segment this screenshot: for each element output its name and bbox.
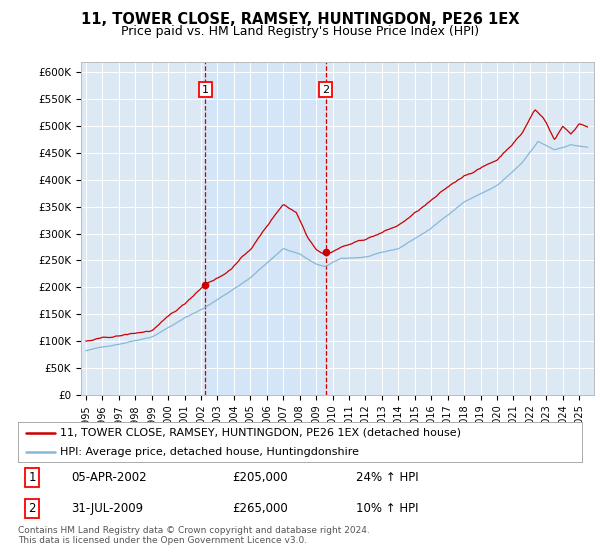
Text: 31-JUL-2009: 31-JUL-2009 <box>71 502 144 515</box>
Bar <box>205 62 326 395</box>
Text: 11, TOWER CLOSE, RAMSEY, HUNTINGDON, PE26 1EX (detached house): 11, TOWER CLOSE, RAMSEY, HUNTINGDON, PE2… <box>60 428 461 437</box>
Text: 2: 2 <box>322 85 329 95</box>
Text: HPI: Average price, detached house, Huntingdonshire: HPI: Average price, detached house, Hunt… <box>60 447 359 457</box>
Text: Price paid vs. HM Land Registry's House Price Index (HPI): Price paid vs. HM Land Registry's House … <box>121 25 479 38</box>
Text: £205,000: £205,000 <box>232 471 288 484</box>
Text: 11, TOWER CLOSE, RAMSEY, HUNTINGDON, PE26 1EX: 11, TOWER CLOSE, RAMSEY, HUNTINGDON, PE2… <box>81 12 519 27</box>
Text: 05-APR-2002: 05-APR-2002 <box>71 471 147 484</box>
Text: 1: 1 <box>28 471 36 484</box>
Point <box>321 248 331 257</box>
Text: Contains HM Land Registry data © Crown copyright and database right 2024.: Contains HM Land Registry data © Crown c… <box>18 526 370 535</box>
Text: This data is licensed under the Open Government Licence v3.0.: This data is licensed under the Open Gov… <box>18 536 307 545</box>
Text: 10% ↑ HPI: 10% ↑ HPI <box>356 502 419 515</box>
Text: 2: 2 <box>28 502 36 515</box>
Text: 24% ↑ HPI: 24% ↑ HPI <box>356 471 419 484</box>
Text: 1: 1 <box>202 85 209 95</box>
Text: £265,000: £265,000 <box>232 502 288 515</box>
Point <box>200 280 210 289</box>
